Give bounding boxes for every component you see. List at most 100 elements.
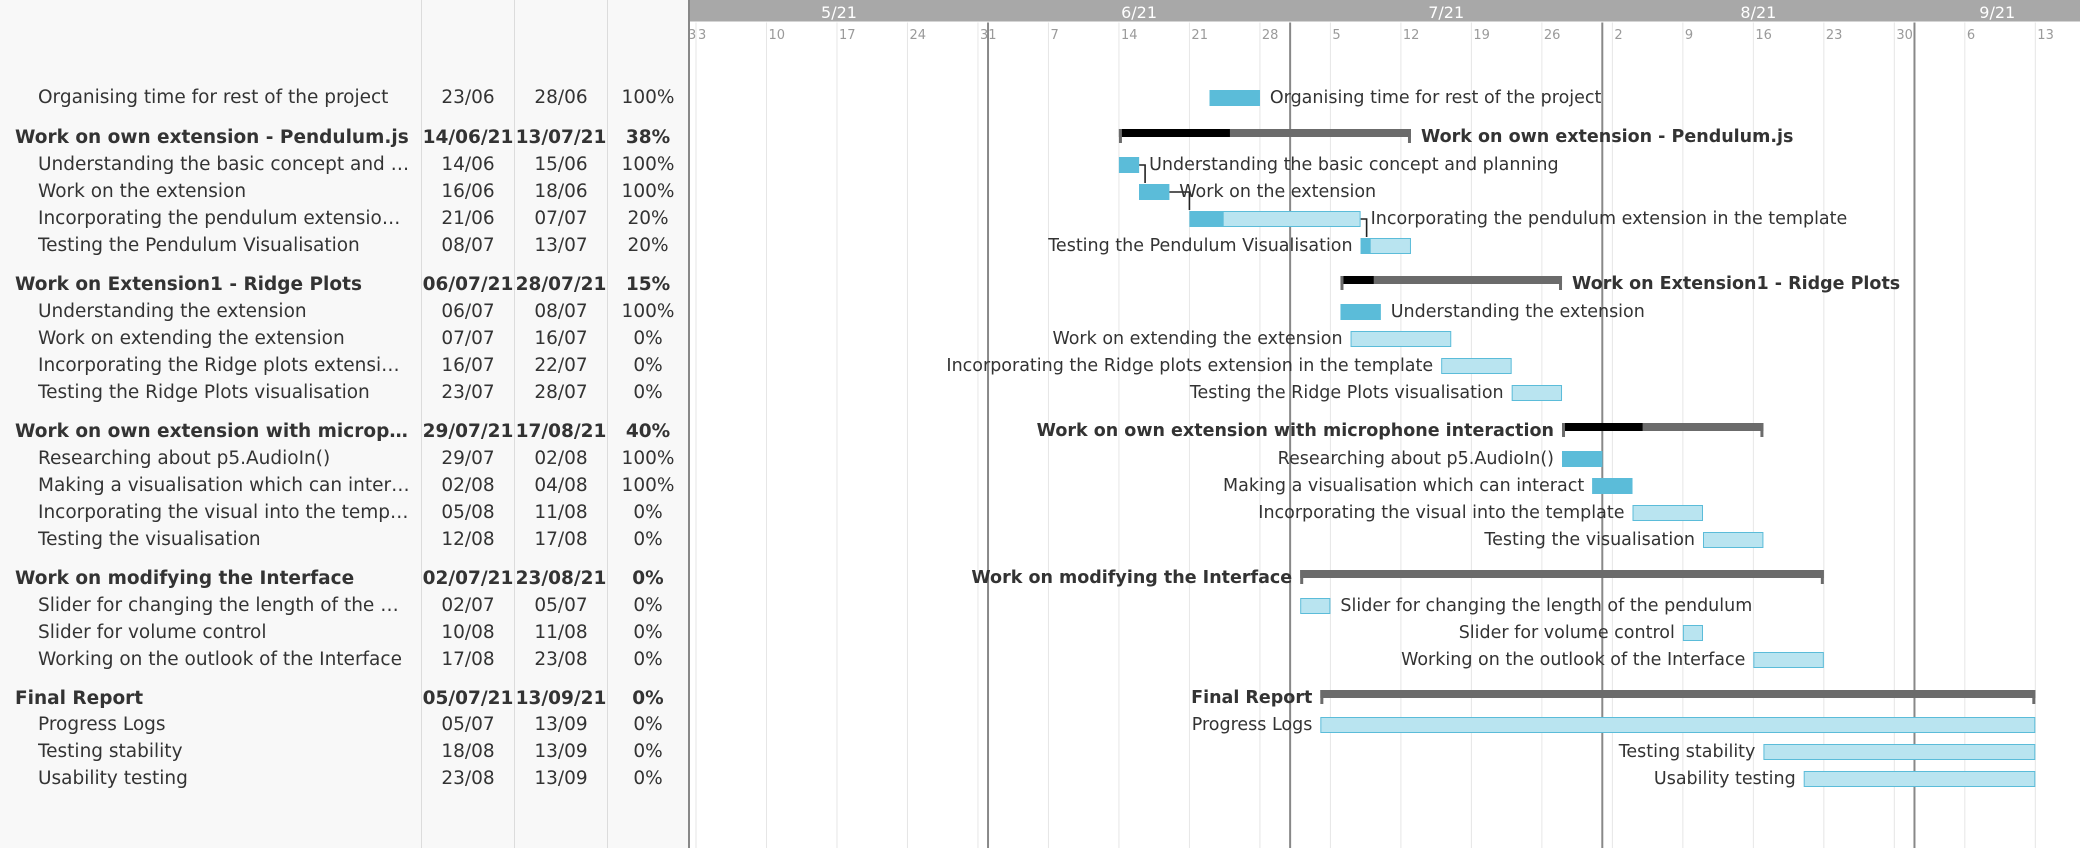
gantt-svg: 331017243171421285121926291623306135/216… (685, 0, 2080, 848)
task-bar (1511, 385, 1563, 401)
dependency-connector (1169, 191, 1191, 210)
task-start-date: 12/08 (441, 529, 495, 550)
week-tick-label: 23 (1826, 28, 1843, 43)
task-row[interactable]: Testing the Pendulum Visualisation 08/07 1… (0, 233, 688, 259)
group-bar-end-cap (1559, 276, 1563, 290)
task-table: Organising time for rest of the project 2… (0, 0, 688, 848)
task-name: Work on extending the extension (38, 328, 345, 349)
task-end-date: 08/07 (534, 301, 588, 322)
task-start-date: 06/07 (441, 301, 495, 322)
group-progress-bar (1118, 129, 1230, 137)
task-bar (1682, 625, 1703, 641)
task-row[interactable]: Incorporating the Ridge plots extension … (0, 353, 688, 379)
task-name: Researching about p5.AudioIn() (38, 448, 331, 469)
task-progress: 20% (627, 208, 669, 229)
task-row[interactable]: Testing stability 18/08 13/09 0% (0, 739, 688, 765)
task-start-date: 05/07 (441, 714, 495, 735)
task-bar-label: Making a visualisation which can interac… (1223, 476, 1584, 496)
task-end-date: 22/07 (534, 355, 588, 376)
month-label: 6/21 (1121, 3, 1157, 22)
group-bar-label: Work on Extension1 - Ridge Plots (1572, 274, 1900, 294)
task-end-date: 13/09 (534, 714, 588, 735)
task-row[interactable]: Working on the outlook of the Interface 1… (0, 647, 688, 673)
week-tick-label: 17 (839, 28, 856, 43)
task-row[interactable]: Understanding the basic concept and plan… (0, 152, 688, 178)
group-bar (1320, 690, 2036, 698)
week-tick-label: 2 (1614, 28, 1622, 43)
task-bar-label: Testing the Pendulum Visualisation (1047, 236, 1352, 256)
group-bar-label: Work on own extension with microphone in… (1037, 421, 1554, 441)
task-bar-label: Slider for volume control (1459, 623, 1675, 643)
task-start-date: 18/08 (441, 741, 495, 762)
task-progress: 100% (621, 87, 675, 108)
group-bar-label: Final Report (1191, 688, 1312, 708)
task-start-date: 05/08 (441, 502, 495, 523)
task-progress: 0% (633, 649, 663, 670)
group-row[interactable]: Work on modifying the Interface 02/07/21 2… (0, 566, 688, 592)
column-divider (607, 0, 608, 848)
task-end-date: 17/08 (534, 529, 588, 550)
week-tick-label: 21 (1191, 28, 1208, 43)
group-row[interactable]: Work on own extension - Pendulum.js 14/06… (0, 125, 688, 151)
group-bar (1340, 276, 1563, 284)
task-bar-label: Incorporating the Ridge plots extension … (946, 356, 1433, 376)
week-tick-label: 9 (1685, 28, 1693, 43)
task-progress: 100% (621, 448, 675, 469)
task-row[interactable]: Testing the visualisation 12/08 17/08 0% (0, 527, 688, 553)
task-row[interactable]: Work on extending the extension 07/07 16/0… (0, 326, 688, 352)
task-progress-fill (1360, 238, 1371, 254)
group-bar-end-cap (1407, 129, 1411, 143)
group-row[interactable]: Work on Extension1 - Ridge Plots 06/07/21… (0, 272, 688, 298)
task-row[interactable]: Usability testing 23/08 13/09 0% (0, 766, 688, 792)
task-name: Work on modifying the Interface (15, 568, 355, 589)
task-end-date: 04/08 (534, 475, 588, 496)
timeline-week-band (690, 22, 2080, 44)
column-divider (514, 0, 515, 848)
week-tick-label: 26 (1544, 28, 1561, 43)
task-row[interactable]: Incorporating the visual into the templa… (0, 500, 688, 526)
task-name: Testing the visualisation (38, 529, 261, 550)
task-row[interactable]: Slider for changing the length of the pe… (0, 593, 688, 619)
week-tick-label: 28 (1262, 28, 1279, 43)
group-bar (1118, 129, 1411, 137)
week-tick-label: 30 (1896, 28, 1913, 43)
task-row[interactable]: Organising time for rest of the project 2… (0, 85, 688, 111)
task-progress: 0% (632, 688, 664, 709)
task-start-date: 16/07 (441, 355, 495, 376)
task-end-date: 28/07 (534, 382, 588, 403)
task-progress: 0% (633, 622, 663, 643)
task-row[interactable]: Testing the Ridge Plots visualisation 23/… (0, 380, 688, 406)
group-row[interactable]: Final Report 05/07/21 13/09/21 0% (0, 686, 688, 712)
task-progress: 100% (621, 181, 675, 202)
task-name: Final Report (15, 688, 144, 709)
task-row[interactable]: Progress Logs 05/07 13/09 0% (0, 712, 688, 738)
task-row[interactable]: Making a visualisation which can interac… (0, 473, 688, 499)
task-name: Testing the Ridge Plots visualisation (38, 382, 370, 403)
task-start-date: 14/06/21 (422, 127, 514, 148)
task-progress: 100% (621, 154, 675, 175)
task-start-date: 23/07 (441, 382, 495, 403)
task-end-date: 07/07 (534, 208, 588, 229)
task-name: Work on the extension (38, 181, 247, 202)
task-name: Organising time for rest of the project (38, 87, 389, 108)
dependency-connector (1139, 164, 1146, 183)
task-row[interactable]: Researching about p5.AudioIn() 29/07 02/08… (0, 446, 688, 472)
task-end-date: 13/09 (534, 768, 588, 789)
task-bar-label: Working on the outlook of the Interface (1401, 650, 1745, 670)
task-row[interactable]: Incorporating the pendulum extension in … (0, 206, 688, 232)
task-row[interactable]: Understanding the extension 06/07 08/07 100… (0, 299, 688, 325)
task-row[interactable]: Work on the extension 16/06 18/06 100% (0, 179, 688, 205)
week-tick-label: 5 (1332, 28, 1340, 43)
task-progress: 0% (633, 714, 663, 735)
task-bar-label: Researching about p5.AudioIn() (1278, 449, 1554, 469)
task-row[interactable]: Slider for volume control 10/08 11/08 0% (0, 620, 688, 646)
group-bar-label: Work on modifying the Interface (971, 568, 1292, 588)
task-end-date: 13/07/21 (515, 127, 607, 148)
group-row[interactable]: Work on own extension with microphone in… (0, 419, 688, 445)
task-end-date: 23/08/21 (515, 568, 607, 589)
task-progress: 0% (633, 741, 663, 762)
week-tick-label: 7 (1050, 28, 1058, 43)
week-tick-label: 12 (1403, 28, 1420, 43)
task-start-date: 14/06 (441, 154, 495, 175)
group-bar-start-cap (1300, 570, 1304, 584)
